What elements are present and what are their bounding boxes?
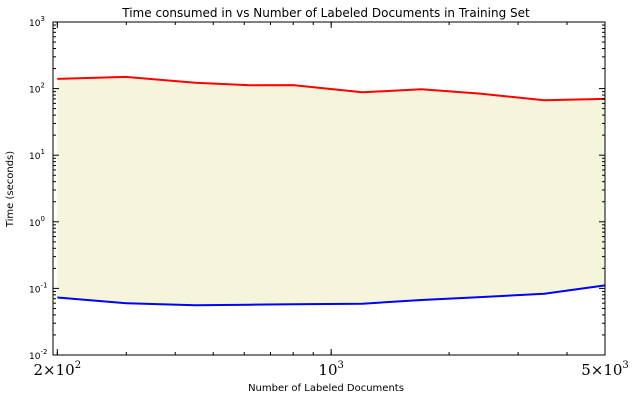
y-tick-label: 10-1 bbox=[29, 281, 47, 295]
x-tick-label: 2×102 bbox=[34, 360, 82, 379]
plot-frame bbox=[52, 21, 606, 356]
x-tick-label: 5×103 bbox=[581, 360, 629, 379]
y-axis-label: Time (seconds) bbox=[5, 151, 16, 228]
y-tick-label: 101 bbox=[29, 148, 45, 162]
series-line-2 bbox=[57, 284, 606, 307]
y-tick-label: 10-2 bbox=[29, 348, 47, 362]
x-tick-label: 103 bbox=[318, 360, 343, 379]
y-tick-label: 103 bbox=[29, 15, 45, 29]
band-fill bbox=[57, 76, 606, 306]
series-line-1 bbox=[57, 75, 606, 102]
y-tick-label: 102 bbox=[29, 82, 45, 96]
y-tick-label: 100 bbox=[29, 215, 45, 229]
x-axis-label: Number of Labeled Documents bbox=[248, 383, 404, 394]
chart-title: Time consumed in vs Number of Labeled Do… bbox=[121, 6, 530, 20]
